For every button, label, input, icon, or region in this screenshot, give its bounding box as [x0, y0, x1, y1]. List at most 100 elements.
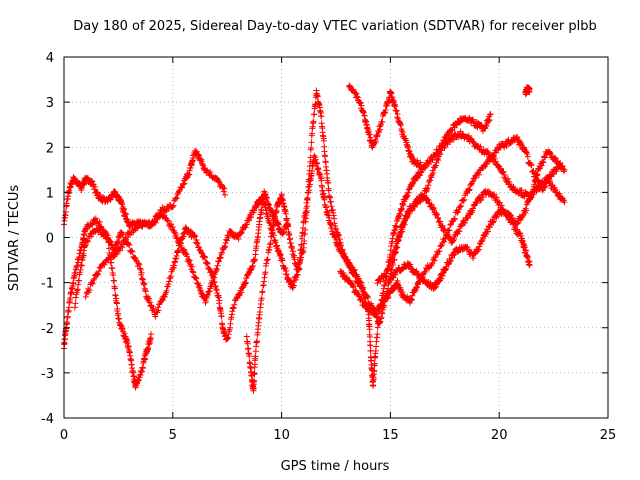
data-point — [370, 383, 377, 390]
series-track-9 — [346, 82, 424, 171]
data-point — [204, 260, 211, 267]
data-point — [460, 197, 467, 204]
data-point — [192, 274, 199, 281]
data-point — [191, 232, 198, 239]
data-point — [172, 231, 179, 238]
data-point — [437, 243, 444, 250]
data-point — [126, 241, 133, 248]
data-point — [163, 287, 170, 294]
y-tick-label: 3 — [46, 96, 54, 111]
data-point — [179, 184, 186, 191]
data-point — [176, 239, 183, 246]
data-point — [308, 139, 315, 146]
y-tick-label: 1 — [46, 186, 54, 201]
y-tick-label: -1 — [41, 277, 54, 292]
data-point — [96, 218, 103, 225]
data-point — [311, 111, 318, 118]
data-point — [222, 191, 229, 198]
data-point — [189, 263, 196, 270]
y-tick-label: 2 — [46, 141, 54, 156]
y-axis-label: SDTVAR / TECUs — [7, 185, 22, 292]
data-point — [136, 261, 143, 268]
data-point — [177, 240, 184, 247]
data-point — [231, 301, 238, 308]
data-point — [91, 275, 98, 282]
series-track-10 — [522, 84, 533, 98]
data-point — [170, 202, 177, 209]
data-point — [259, 193, 266, 200]
data-point — [207, 168, 214, 175]
data-point — [125, 241, 132, 248]
series-track-6 — [337, 134, 564, 319]
data-point — [173, 194, 180, 201]
data-point — [84, 237, 91, 244]
data-point — [76, 277, 83, 284]
data-point — [526, 262, 533, 269]
data-point — [215, 178, 222, 185]
y-tick-label: -2 — [41, 322, 54, 337]
data-point — [186, 257, 193, 264]
data-point — [97, 226, 104, 233]
data-point — [120, 206, 127, 213]
data-point — [123, 236, 130, 243]
data-point — [524, 153, 531, 160]
data-point — [168, 221, 175, 228]
data-point — [82, 293, 89, 300]
data-point — [218, 251, 225, 258]
data-point — [218, 249, 225, 256]
data-point — [262, 204, 269, 211]
data-point — [70, 279, 77, 286]
data-point — [237, 230, 244, 237]
data-point — [214, 262, 221, 269]
data-point — [165, 281, 172, 288]
data-point — [155, 307, 162, 314]
data-point — [171, 229, 178, 236]
chart-title: Day 180 of 2025, Sidereal Day-to-day VTE… — [73, 19, 597, 34]
data-point — [305, 184, 312, 191]
data-point — [94, 271, 101, 278]
data-point — [238, 289, 245, 296]
x-tick-label: 15 — [382, 428, 399, 443]
data-point — [148, 302, 155, 309]
data-point — [222, 243, 229, 250]
data-point — [214, 176, 221, 183]
data-point — [64, 320, 71, 327]
data-point — [90, 181, 97, 188]
axes: 0 5 10 15 20 25 -4 -3 -2 -1 0 1 2 3 4 — [41, 51, 616, 443]
data-point — [175, 189, 182, 196]
data-point — [78, 262, 85, 269]
data-point — [112, 292, 119, 299]
data-point — [187, 228, 194, 235]
data-point — [98, 223, 105, 230]
data-point — [113, 300, 120, 307]
data-point — [198, 249, 205, 256]
data-point — [205, 264, 212, 271]
data-point — [111, 277, 118, 284]
data-point — [162, 208, 169, 215]
data-point — [177, 239, 184, 246]
data-point — [374, 331, 381, 338]
data-point — [193, 236, 200, 243]
data-point — [215, 294, 222, 301]
data-point — [165, 217, 172, 224]
data-point — [111, 285, 118, 292]
data-point — [123, 234, 130, 241]
data-point — [101, 261, 108, 268]
data-point — [167, 273, 174, 280]
data-point — [235, 235, 242, 242]
data-point — [184, 253, 191, 260]
data-point — [172, 195, 179, 202]
data-point — [215, 258, 222, 265]
data-point — [114, 305, 121, 312]
data-point — [201, 253, 208, 260]
data-point — [85, 238, 92, 245]
data-point — [187, 261, 194, 268]
data-point — [213, 266, 220, 273]
data-point — [263, 207, 270, 214]
data-point — [228, 229, 235, 236]
data-point — [216, 297, 223, 304]
data-point — [121, 330, 128, 337]
data-point — [243, 221, 250, 228]
y-tick-label: -4 — [41, 412, 54, 427]
data-point — [246, 217, 253, 224]
